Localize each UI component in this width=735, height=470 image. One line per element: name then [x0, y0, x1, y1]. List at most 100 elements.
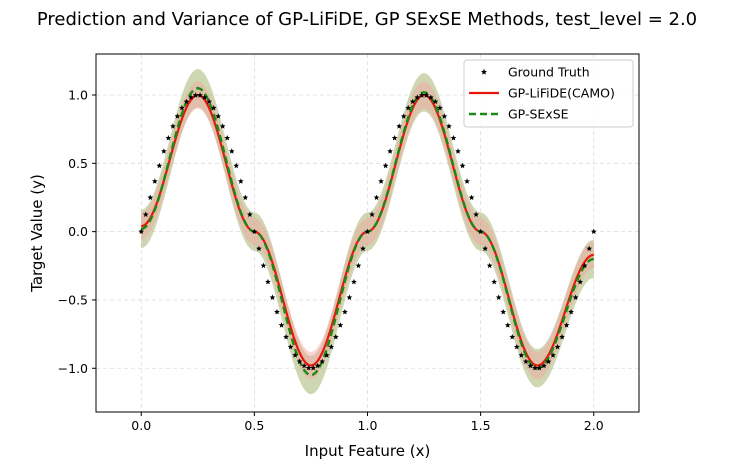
ground-truth-point-65 [432, 98, 439, 105]
legend-marker-ground-truth [480, 68, 488, 75]
ground-truth-point-4 [156, 162, 163, 169]
ground-truth-point-14 [201, 94, 208, 100]
ground-truth-point-12 [192, 92, 199, 98]
ground-truth-point-27 [260, 262, 267, 269]
ground-truth-point-83 [513, 343, 520, 350]
ground-truth-point-71 [459, 162, 466, 169]
ground-truth-point-6 [165, 135, 172, 141]
ground-truth-point-19 [224, 135, 231, 141]
x-tick-label-2: 1.0 [358, 418, 378, 433]
ground-truth-point-0 [138, 228, 145, 235]
ground-truth-point-56 [391, 135, 398, 141]
ground-truth-point-91 [550, 352, 556, 358]
ground-truth-point-5 [161, 148, 167, 154]
ground-truth-point-20 [228, 148, 235, 154]
ground-truth-point-75 [477, 228, 484, 235]
x-tick-label-1: 0.5 [244, 418, 264, 433]
ground-truth-point-38 [310, 365, 317, 371]
ground-truth-point-81 [504, 322, 511, 328]
ground-truth-point-84 [518, 352, 525, 358]
ground-truth-point-99 [586, 245, 593, 252]
ground-truth-point-82 [509, 333, 516, 340]
ground-truth-point-89 [541, 362, 547, 369]
ground-truth-point-2 [147, 194, 154, 201]
ground-truth-point-35 [296, 358, 303, 365]
ground-truth-point-23 [242, 194, 249, 201]
ground-truth-point-17 [215, 113, 222, 119]
ground-truth-point-39 [314, 362, 321, 369]
ground-truth-point-16 [210, 104, 217, 111]
ground-truth-point-78 [491, 278, 498, 285]
ground-truth-point-76 [482, 245, 488, 252]
ground-truth-point-8 [174, 113, 181, 119]
ground-truth-point-45 [342, 308, 348, 315]
ground-truth-point-37 [305, 365, 312, 371]
ground-truth-point-51 [369, 211, 375, 217]
ground-truth-point-22 [237, 178, 244, 184]
x-tick-label-4: 2.0 [584, 418, 604, 433]
ground-truth-point-77 [486, 262, 493, 269]
ground-truth-point-42 [328, 343, 335, 350]
legend-label-ground-truth: Ground Truth [508, 65, 590, 80]
ground-truth-point-50 [364, 228, 371, 235]
ground-truth-point-53 [378, 178, 384, 184]
ground-truth-point-1 [142, 211, 149, 217]
ground-truth-point-49 [360, 245, 366, 252]
x-tick-label-0: 0.0 [131, 418, 151, 433]
ground-truth-point-40 [319, 358, 326, 365]
ground-truth-point-94 [563, 322, 570, 328]
ground-truth-point-9 [179, 104, 185, 111]
ground-truth-point-88 [536, 365, 543, 371]
ground-truth-point-97 [577, 278, 584, 285]
ground-truth-point-68 [446, 123, 452, 129]
ground-truth-point-52 [373, 194, 380, 201]
ground-truth-point-62 [418, 92, 425, 98]
ground-truth-point-3 [151, 178, 158, 184]
ground-truth-point-24 [247, 211, 253, 217]
ground-truth-point-47 [351, 278, 357, 285]
ground-truth-point-64 [428, 94, 434, 100]
ground-truth-point-73 [468, 194, 475, 201]
ground-truth-point-90 [545, 358, 552, 365]
ground-truth-point-21 [233, 162, 240, 169]
ground-truth-point-72 [464, 178, 470, 184]
ground-truth-point-69 [450, 135, 457, 141]
y-tick-label-0: −1.0 [58, 361, 88, 376]
ground-truth-point-92 [554, 343, 561, 350]
ground-truth-point-59 [405, 104, 412, 111]
ground-truth-point-25 [251, 228, 258, 235]
ground-truth-point-48 [355, 262, 362, 269]
ground-truth-point-43 [332, 333, 339, 340]
ground-truth-point-98 [581, 262, 588, 269]
legend-box [463, 59, 634, 128]
ground-truth-point-26 [256, 245, 262, 252]
ground-truth-point-7 [170, 123, 176, 129]
ground-truth-point-70 [455, 148, 461, 154]
ground-truth-point-86 [527, 362, 534, 369]
ground-truth-point-100 [590, 228, 597, 235]
ground-truth-point-33 [287, 343, 294, 350]
ground-truth-point-32 [283, 333, 289, 340]
ground-truth-point-28 [265, 278, 271, 285]
ground-truth-point-74 [473, 211, 479, 217]
ground-truth-point-63 [423, 92, 430, 98]
plot-area: 0.0 0.5 1.0 1.5 2.0 −1.0 −0.5 0.0 0.5 1.0 Ground T… [58, 53, 640, 433]
ground-truth-point-15 [206, 98, 212, 105]
ground-truth-point-80 [500, 308, 507, 315]
ground-truth-point-46 [346, 294, 353, 300]
ground-truth-point-85 [523, 358, 529, 365]
ground-truth-point-95 [568, 308, 574, 315]
ground-truth-point-60 [409, 98, 416, 105]
ground-truth-point-44 [337, 322, 344, 328]
ground-truth-point-31 [278, 322, 285, 328]
y-tick-label-3: 0.5 [68, 156, 88, 171]
ground-truth-point-96 [572, 294, 579, 300]
y-tick-label-4: 1.0 [68, 87, 88, 102]
ground-truth-point-57 [396, 123, 403, 129]
ground-truth-point-54 [382, 162, 389, 169]
ground-truth-point-58 [400, 113, 407, 119]
ground-truth-point-61 [414, 94, 421, 100]
chart-title: Prediction and Variance of GP-LiFiDE, GP… [37, 9, 697, 30]
x-axis-label: Input Feature (x) [305, 442, 431, 460]
